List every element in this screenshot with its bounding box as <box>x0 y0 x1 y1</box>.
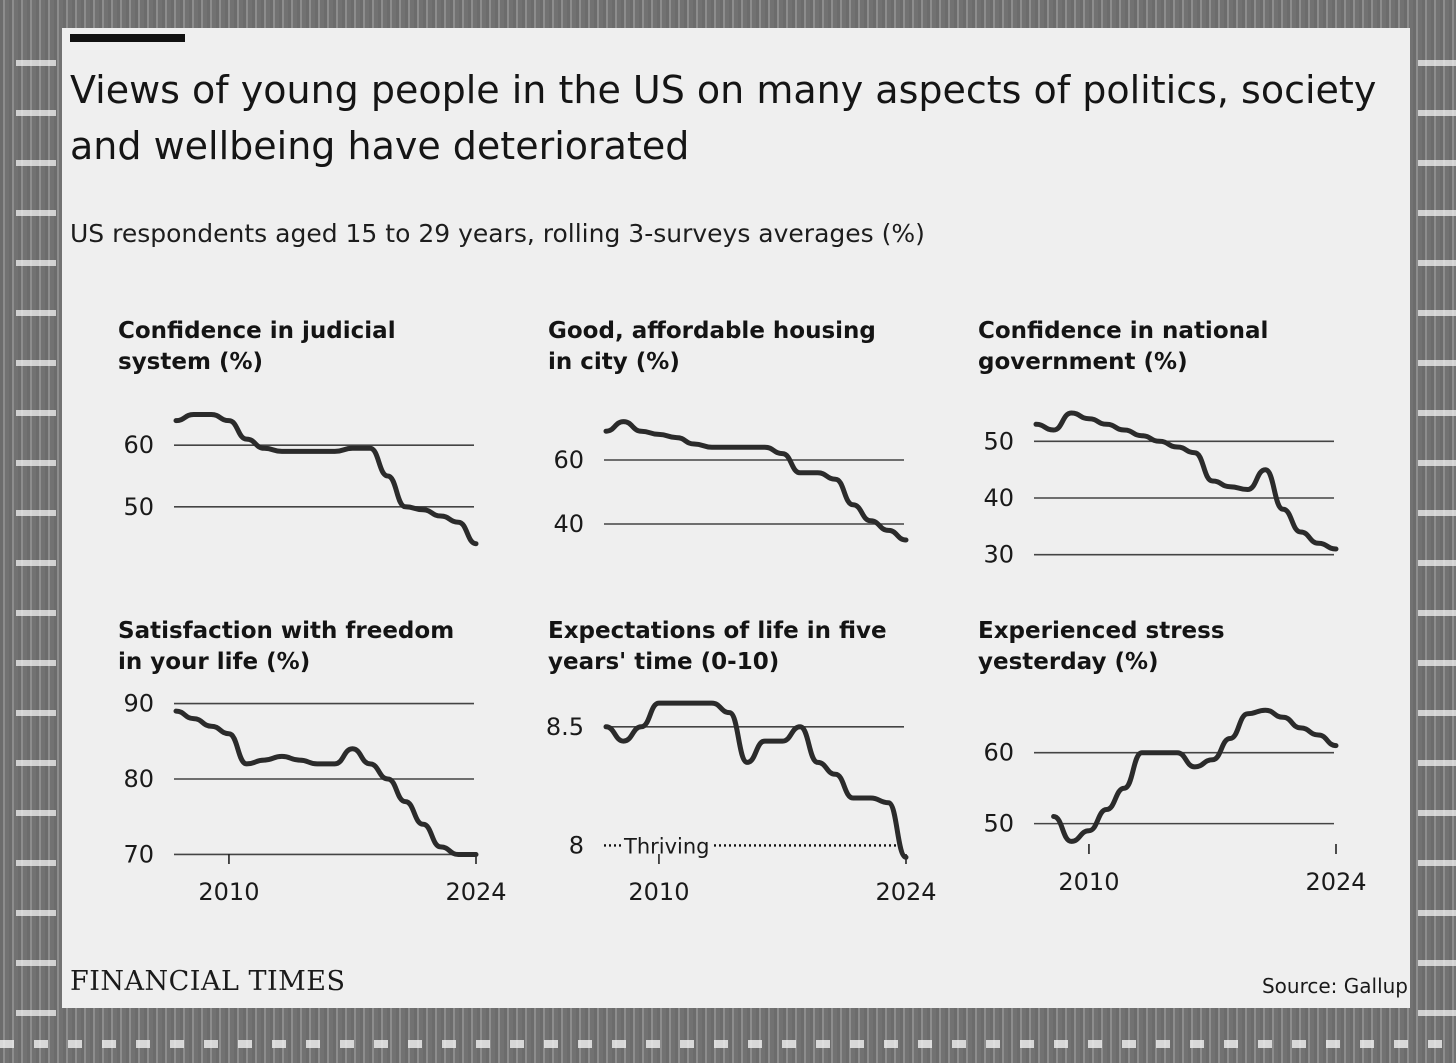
panel-chart-svg: 90 80 70 2010 2024 <box>123 690 506 906</box>
panel-title: Good, affordable housing in city (%) <box>548 318 876 375</box>
panel-title: Confidence in judicial system (%) <box>118 318 396 375</box>
source-note: Source: Gallup <box>1261 974 1408 998</box>
frame-dash-strip-right <box>1418 60 1456 1020</box>
y-tick-label: 40 <box>553 510 584 538</box>
panel-chart-svg: 60 50 2010 2024 <box>983 707 1367 896</box>
series-line <box>603 700 909 860</box>
series-line <box>1033 410 1339 552</box>
panel-life-expectations: Expectations of life in five years' time… <box>500 616 937 916</box>
panel-freedom-satisfaction: Satisfaction with freedom in your life (… <box>70 616 507 916</box>
y-tick-label: 60 <box>553 446 584 474</box>
y-tick-label: 90 <box>123 690 154 718</box>
top-accent-rule <box>70 34 185 42</box>
panel-chart-svg: 8.5 8 Thriving 2010 2024 <box>546 700 937 906</box>
panel-chart-svg: 50 40 30 <box>983 410 1339 569</box>
y-tick-label: 30 <box>983 541 1014 569</box>
series-line <box>1051 707 1339 844</box>
panel-experienced-stress: Experienced stress yesterday (%) 60 50 201… <box>930 616 1367 916</box>
x-tick-label: 2024 <box>1305 868 1366 896</box>
panel-title: Satisfaction with freedom in your life (… <box>118 618 455 675</box>
series-line <box>173 412 479 547</box>
panel-title: Expectations of life in five years' time… <box>548 618 887 675</box>
panel-title: Confidence in national government (%) <box>978 318 1269 375</box>
y-tick-label: 40 <box>983 484 1014 512</box>
x-tick-label: 2010 <box>628 878 689 906</box>
series-line <box>173 708 479 857</box>
panel-chart-svg: 60 50 <box>123 412 479 547</box>
panel-title: Experienced stress yesterday (%) <box>978 618 1225 675</box>
series-line <box>603 419 909 543</box>
y-tick-label: 80 <box>123 765 154 793</box>
panel-affordable-housing: Good, affordable housing in city (%) 60 4… <box>500 316 910 616</box>
x-tick-label: 2010 <box>198 878 259 906</box>
frame-dash-strip-left <box>16 60 56 1020</box>
y-tick-label: 60 <box>983 739 1014 767</box>
y-tick-label: 50 <box>123 493 154 521</box>
x-tick-label: 2010 <box>1058 868 1119 896</box>
publisher-logo: FINANCIAL TIMES <box>70 966 346 997</box>
x-tick-label: 2024 <box>875 878 936 906</box>
panel-judicial-confidence: Confidence in judicial system (%) 60 50 <box>70 316 480 616</box>
x-tick-label: 2024 <box>445 878 506 906</box>
y-tick-label: 70 <box>123 840 154 868</box>
panel-national-government: Confidence in national government (%) 50… <box>930 316 1340 616</box>
y-tick-label: 50 <box>983 427 1014 455</box>
chart-subtitle: US respondents aged 15 to 29 years, roll… <box>70 219 925 248</box>
reference-line-label: Thriving <box>623 834 710 858</box>
panel-chart-svg: 60 40 <box>553 419 909 543</box>
chart-headline: Views of young people in the US on many … <box>70 68 1377 168</box>
y-tick-label: 50 <box>983 810 1014 838</box>
y-tick-label: 8 <box>569 831 584 859</box>
y-tick-label: 60 <box>123 431 154 459</box>
frame-dash-strip-bottom <box>0 1040 1456 1048</box>
y-tick-label: 8.5 <box>546 713 584 741</box>
